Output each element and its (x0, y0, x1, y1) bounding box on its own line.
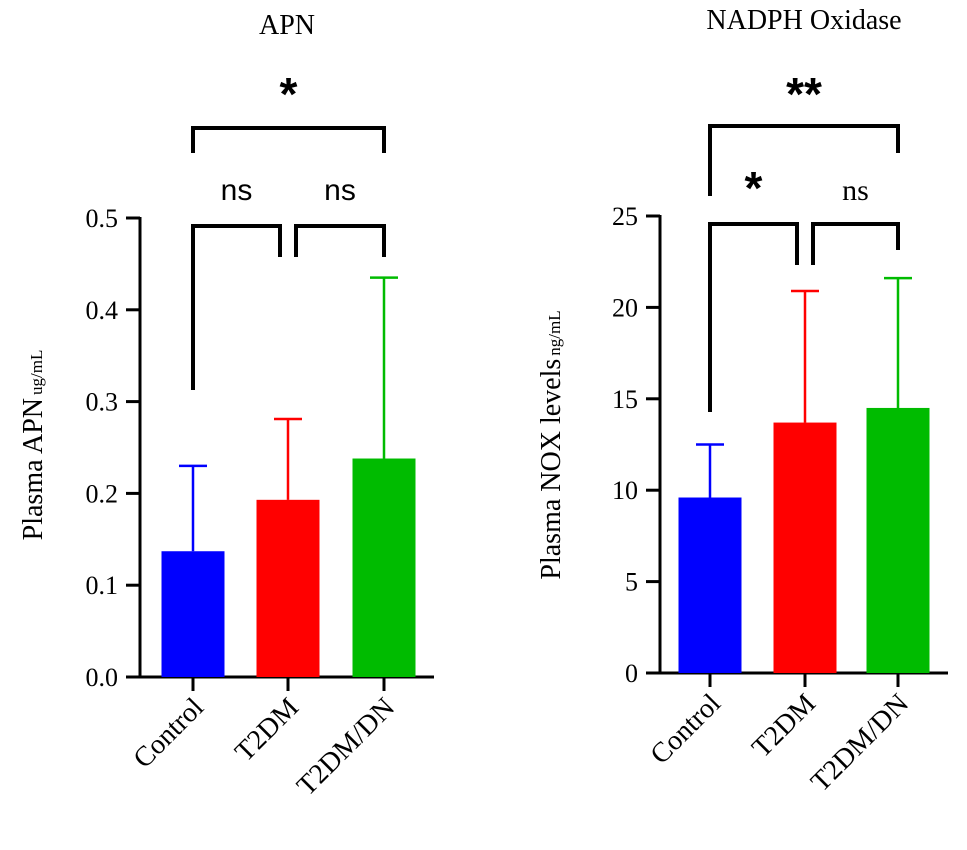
bar-t2dm (256, 499, 320, 677)
y-tick-label: 0.5 (86, 204, 119, 233)
x-tick-label: T2DM/DN (805, 688, 915, 798)
y-tick-label: 0.2 (86, 479, 119, 508)
significance-bracket (294, 224, 386, 257)
significance-label: * (745, 162, 763, 214)
chart-nox: NADPH Oxidase Plasma NOX levels ng/mL 0 5 1… (536, 5, 948, 798)
y-axis-title-apn: Plasma APN ug/mL (18, 350, 49, 541)
bar-control (161, 551, 225, 677)
y-tick-label: 5 (625, 568, 638, 597)
y-tick-label: 0 (625, 659, 638, 688)
bars-nox (678, 276, 930, 673)
significance-label: ns (324, 174, 356, 207)
x-tick-label: Control (645, 688, 728, 771)
significance-bracket (811, 222, 900, 265)
significance-apn: ns ns * (191, 68, 386, 390)
chart-title-apn: APN (259, 10, 315, 41)
chart-apn: APN Plasma APN ug/mL 0.0 0.1 0.2 0.3 0.4 0.5 Co… (18, 10, 434, 802)
significance-bracket (708, 222, 799, 412)
significance-nox: * ns ** (708, 68, 900, 412)
y-tick-label: 20 (612, 293, 638, 322)
y-tick-label: 0.4 (86, 296, 119, 325)
significance-bracket (191, 126, 386, 153)
chart-title-nox: NADPH Oxidase (706, 5, 901, 36)
x-tick-label: T2DM/DN (291, 692, 401, 802)
y-axis-label-apn: Plasma APN (18, 398, 49, 540)
y-tick-label: 0.3 (86, 388, 119, 417)
y-axis-title-nox: Plasma NOX levels ng/mL (536, 310, 567, 579)
svg-text:Plasma NOX levelsng/mL: Plasma NOX levels ng/mL (536, 310, 567, 579)
y-tick-label: 0.0 (86, 663, 119, 692)
y-tick-label: 10 (612, 476, 638, 505)
significance-label: ns (842, 174, 869, 207)
y-axis-unit-apn: ug/mL (27, 350, 46, 395)
bar-t2dm-dn (352, 458, 416, 677)
y-axis-unit-nox: ng/mL (545, 310, 564, 355)
bars-apn (161, 276, 416, 677)
svg-text:Plasma APNug/mL: Plasma APN ug/mL (18, 350, 49, 541)
bar-t2dm (773, 422, 837, 673)
bar-control (678, 497, 742, 673)
significance-bracket (708, 124, 900, 196)
y-tick-label: 25 (612, 202, 638, 231)
y-axis-label-nox: Plasma NOX levels (536, 359, 567, 580)
significance-label: ** (786, 68, 822, 120)
x-tick-label: T2DM (229, 692, 305, 768)
x-tick-label: Control (128, 692, 211, 775)
y-tick-label: 15 (612, 385, 638, 414)
y-tick-label: 0.1 (86, 571, 119, 600)
significance-label: * (280, 68, 298, 120)
significance-bracket (191, 224, 282, 390)
significance-label: ns (221, 174, 253, 207)
x-tick-label: T2DM (746, 688, 822, 764)
bar-t2dm-dn (866, 407, 930, 673)
